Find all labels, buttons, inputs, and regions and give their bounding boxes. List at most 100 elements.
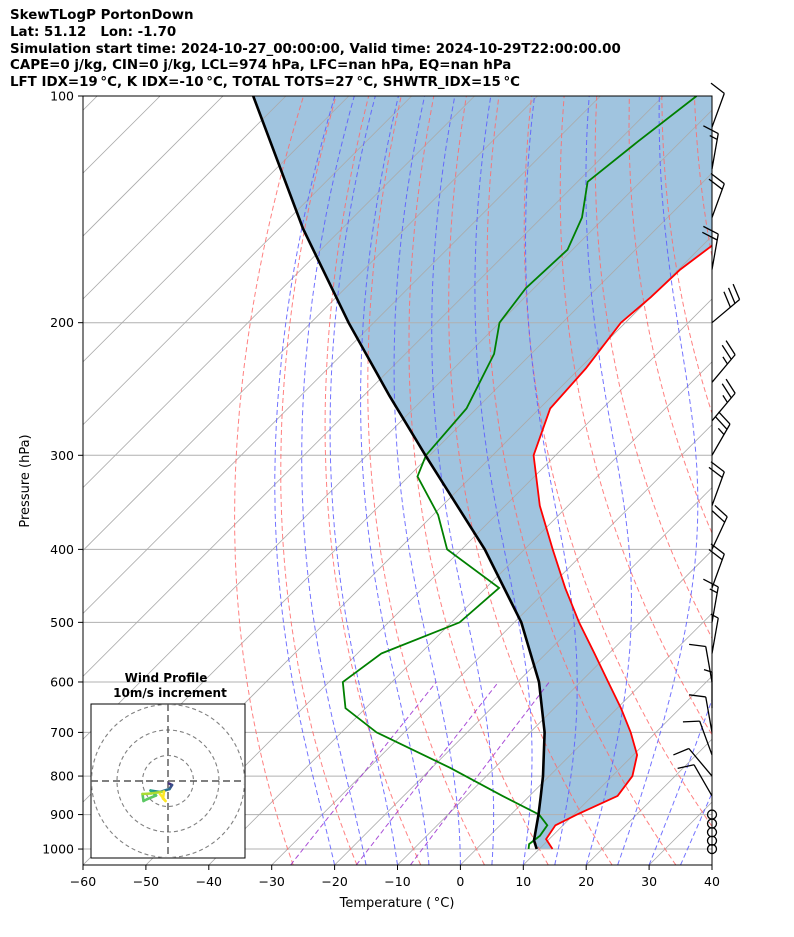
wind-barb-flag (725, 378, 736, 394)
wind-barb-flag (708, 466, 723, 479)
y-tick-label: 1000 (42, 842, 74, 857)
wind-barb-flag (723, 291, 731, 308)
wind-barb (708, 461, 725, 506)
dry-adiabat-line (367, 96, 485, 865)
wind-barb (711, 378, 736, 422)
wind-barb-flag (710, 173, 725, 185)
y-tick-label: 600 (50, 674, 74, 689)
x-tick-label: −50 (133, 874, 159, 889)
dry-adiabat-line (234, 96, 304, 865)
dry-adiabat-line (727, 96, 794, 865)
calm-wind-circle (706, 809, 718, 820)
wind-barb (703, 578, 719, 623)
x-tick-label: 0 (456, 874, 464, 889)
y-tick-label: 300 (50, 448, 74, 463)
isotherm-line (83, 96, 287, 300)
hodograph-trace (141, 782, 174, 803)
wind-barb-flag (708, 178, 723, 190)
y-tick-label: 100 (50, 89, 74, 104)
wind-barb-flag (715, 416, 728, 430)
wind-barb-flag (711, 510, 726, 523)
title-indices: LFT IDX=19 °C, K IDX=-10 °C, TOTAL TOTS=… (10, 75, 521, 91)
wind-barb-staff (699, 720, 713, 756)
wind-barb (711, 283, 741, 324)
wind-barb (673, 747, 713, 777)
isotherm-line (83, 96, 224, 237)
hodograph-segment (149, 790, 166, 795)
moist-adiabat-line (329, 96, 398, 865)
mixing-ratio-lines (290, 681, 550, 865)
y-axis-label: Pressure (hPa) (18, 434, 33, 527)
dry-adiabat-line (661, 96, 712, 415)
y-tick-label: 700 (50, 725, 74, 740)
y-tick-label: 900 (50, 807, 74, 822)
wind-barb-staff (688, 748, 713, 777)
wind-barb (689, 643, 713, 683)
y-axis-ticks: 1000 900 800 700 600 500 400 300 200 100 (42, 89, 83, 857)
calm-wind-circle (706, 843, 718, 855)
x-tick-label: 40 (704, 874, 720, 889)
hodograph-title: Wind Profile (125, 671, 208, 685)
wind-barb (682, 720, 713, 756)
x-tick-label: 30 (641, 874, 657, 889)
moist-adiabat-line (648, 698, 712, 865)
title-times: Simulation start time: 2024-10-27_00:00:… (10, 41, 621, 57)
wind-barb-flag (702, 231, 718, 241)
isotherm-line (83, 96, 664, 677)
wind-barb-staff (705, 696, 713, 733)
mixing-ratio-line (290, 681, 437, 865)
wind-barb-flag (721, 383, 732, 399)
wind-barb-flag (718, 411, 731, 425)
x-tick-label: 20 (578, 874, 594, 889)
wind-barb-flag (689, 694, 706, 698)
isotherm-line (83, 96, 412, 426)
hodograph-subtitle: 10m/s increment (113, 686, 227, 700)
hodograph-segment (146, 794, 158, 801)
wind-barb-half-flag (722, 356, 728, 365)
dry-adiabat-line (486, 96, 677, 865)
title-block: SkewTLogP PortonDown Lat: 51.12 Lon: -1.… (10, 8, 621, 92)
moist-adiabat-line (585, 96, 632, 865)
dry-adiabat-line (408, 96, 549, 865)
isotherm-line (83, 109, 712, 740)
isotherm-line (83, 96, 475, 489)
wind-barb (677, 764, 713, 797)
x-tick-label: −60 (70, 874, 96, 889)
hodograph-inset: Wind Profile 10m/s increment (90, 671, 246, 859)
title-location: Lat: 51.12 Lon: -1.70 (10, 24, 177, 40)
isotherm-line (83, 96, 538, 552)
wind-barb-flag (725, 340, 736, 356)
y-tick-label: 500 (50, 615, 74, 630)
wind-barb-half-flag (709, 588, 718, 594)
wind-barb (710, 613, 719, 654)
wind-barb-half-flag (717, 427, 725, 435)
y-tick-label: 400 (50, 542, 74, 557)
isotherm-line (523, 675, 712, 865)
parcel-path-line (251, 96, 546, 850)
hodograph-rings (91, 704, 245, 858)
temperature-line (532, 244, 712, 850)
isotherm-line (397, 549, 712, 865)
hodograph-segment (158, 792, 167, 803)
wind-barb-flag (703, 578, 719, 588)
wind-barb (689, 694, 713, 733)
wind-barb-flag (710, 461, 725, 473)
x-axis-ticks: −60 −50 −40 −30 −20 −10 0 10 20 30 40 (70, 865, 720, 889)
wind-barbs (673, 82, 741, 855)
title-cape: CAPE=0 j/kg, CIN=0 j/kg, LCL=974 hPa, LF… (10, 58, 512, 74)
dry-adiabat-line (280, 96, 358, 865)
isotherm-line (711, 864, 712, 865)
moist-adiabat-line (617, 96, 699, 865)
dry-adiabat-line (760, 96, 794, 865)
isotherm-line (334, 487, 712, 865)
isotherm-line (271, 424, 712, 865)
wind-barb-staff (711, 586, 719, 623)
x-axis-label: Temperature ( °C) (339, 896, 455, 911)
wind-barb-flag (689, 643, 706, 648)
wind-barb-flag (703, 225, 719, 235)
x-tick-label: 10 (515, 874, 531, 889)
mixing-ratio-line (409, 681, 550, 865)
y-tick-label: 800 (50, 769, 74, 784)
wind-barb-staff (693, 764, 713, 797)
